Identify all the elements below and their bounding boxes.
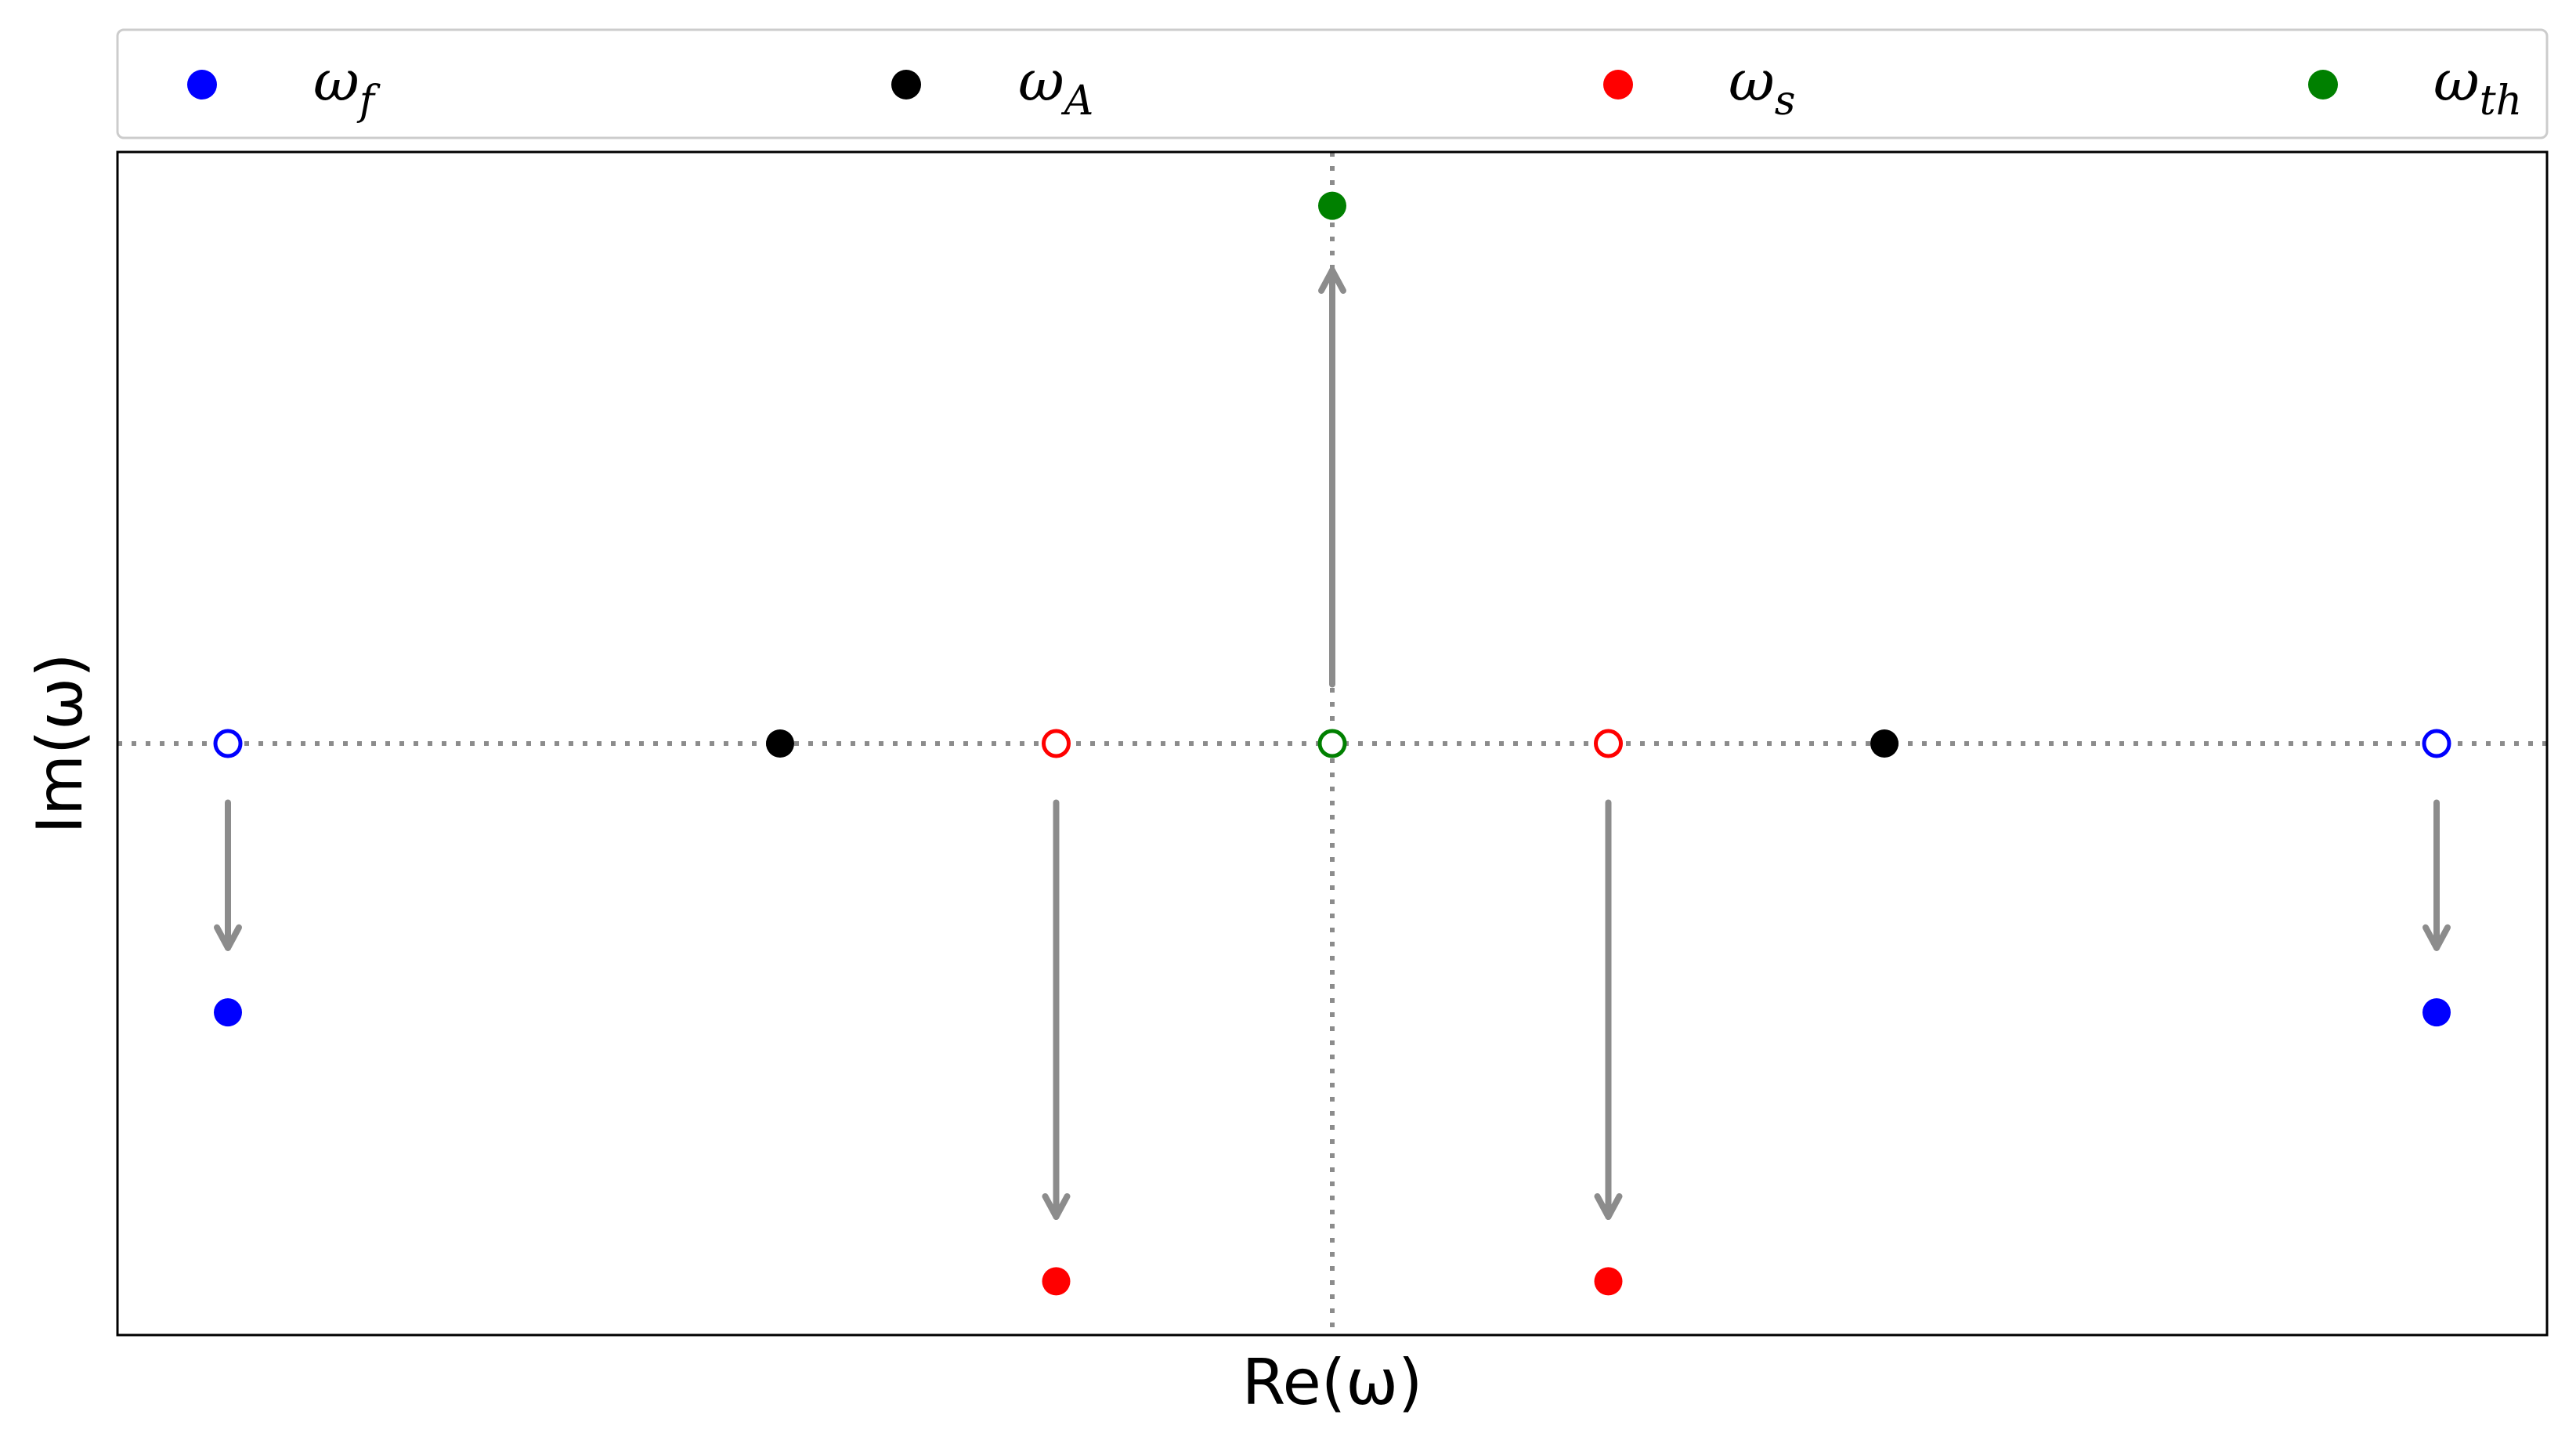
shift-arrow — [1594, 799, 1623, 1220]
shift-arrow — [1318, 267, 1346, 688]
arrow-head — [214, 924, 242, 951]
f-point — [214, 998, 242, 1027]
legend-label-omega_th: ωth — [2433, 48, 2522, 125]
arrow-head — [1594, 1193, 1623, 1220]
a-point — [1870, 729, 1899, 758]
legend-box — [116, 28, 2549, 139]
x-axis-label: Re(ω) — [1242, 1346, 1423, 1419]
plot-frame — [116, 150, 2549, 1337]
s-initial-point — [1042, 729, 1071, 758]
legend: ωf ωA ωs ωth — [116, 28, 2549, 139]
f-point — [2422, 998, 2451, 1027]
s-point — [1042, 1267, 1071, 1296]
a-point — [766, 729, 794, 758]
legend-marker-omega_A — [891, 70, 921, 100]
arrow-head — [1042, 1193, 1071, 1220]
s-initial-point — [1594, 729, 1623, 758]
f-initial-point — [213, 729, 243, 758]
legend-marker-omega_s — [1603, 70, 1633, 100]
th-initial-point — [1317, 729, 1347, 758]
arrow-head — [2422, 924, 2451, 951]
shift-arrow — [2422, 799, 2451, 951]
s-point — [1594, 1267, 1623, 1296]
legend-label-omega_A: ωA — [1018, 48, 1093, 125]
y-axis-label: Im(ω) — [23, 653, 96, 834]
f-initial-point — [2422, 729, 2451, 758]
th-point — [1318, 191, 1346, 220]
plot-area — [116, 150, 2549, 1337]
shift-arrow — [214, 799, 242, 951]
legend-marker-omega_th — [2308, 70, 2338, 100]
legend-marker-omega_f — [187, 70, 217, 100]
shift-arrow — [1042, 799, 1071, 1220]
arrow-head — [1318, 267, 1346, 294]
legend-label-omega_s: ωs — [1729, 48, 1795, 125]
